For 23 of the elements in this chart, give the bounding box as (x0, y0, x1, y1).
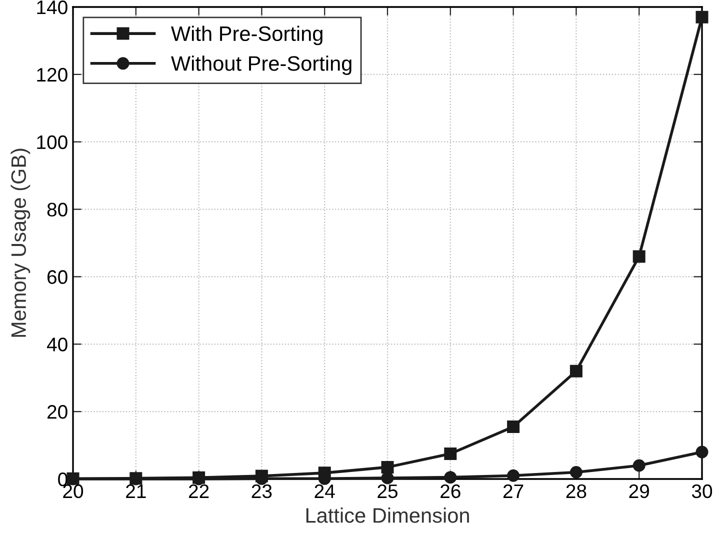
y-tick-label: 120 (37, 68, 68, 82)
y-tick-label: 20 (47, 405, 68, 419)
x-tick-label: 23 (252, 484, 272, 498)
y-tick-label: 0 (58, 472, 68, 486)
x-tick-label: 22 (188, 484, 209, 498)
x-tick-label: 29 (629, 484, 649, 498)
y-tick-label: 100 (37, 135, 68, 150)
x-tick-label: 26 (440, 484, 460, 498)
x-tick-label: 30 (692, 484, 712, 498)
y-tick-label: 60 (48, 270, 68, 284)
x-tick-label: 20 (63, 484, 84, 498)
y-tick-label: 80 (47, 202, 68, 217)
legend-label: With Pre-Sorting (171, 26, 322, 46)
x-tick-label: 24 (314, 484, 335, 498)
x-tick-label: 28 (566, 484, 586, 498)
legend-label: Without Pre-Sorting (171, 56, 352, 76)
x-axis-title: Lattice Dimension (306, 508, 469, 523)
x-tick-label: 21 (126, 484, 146, 498)
y-axis-title: Memory Usage (GB) (10, 148, 30, 337)
x-tick-label: 27 (503, 484, 524, 498)
x-tick-label: 25 (378, 484, 398, 498)
y-tick-label: 40 (46, 338, 68, 352)
y-tick-label: 140 (37, 0, 68, 14)
